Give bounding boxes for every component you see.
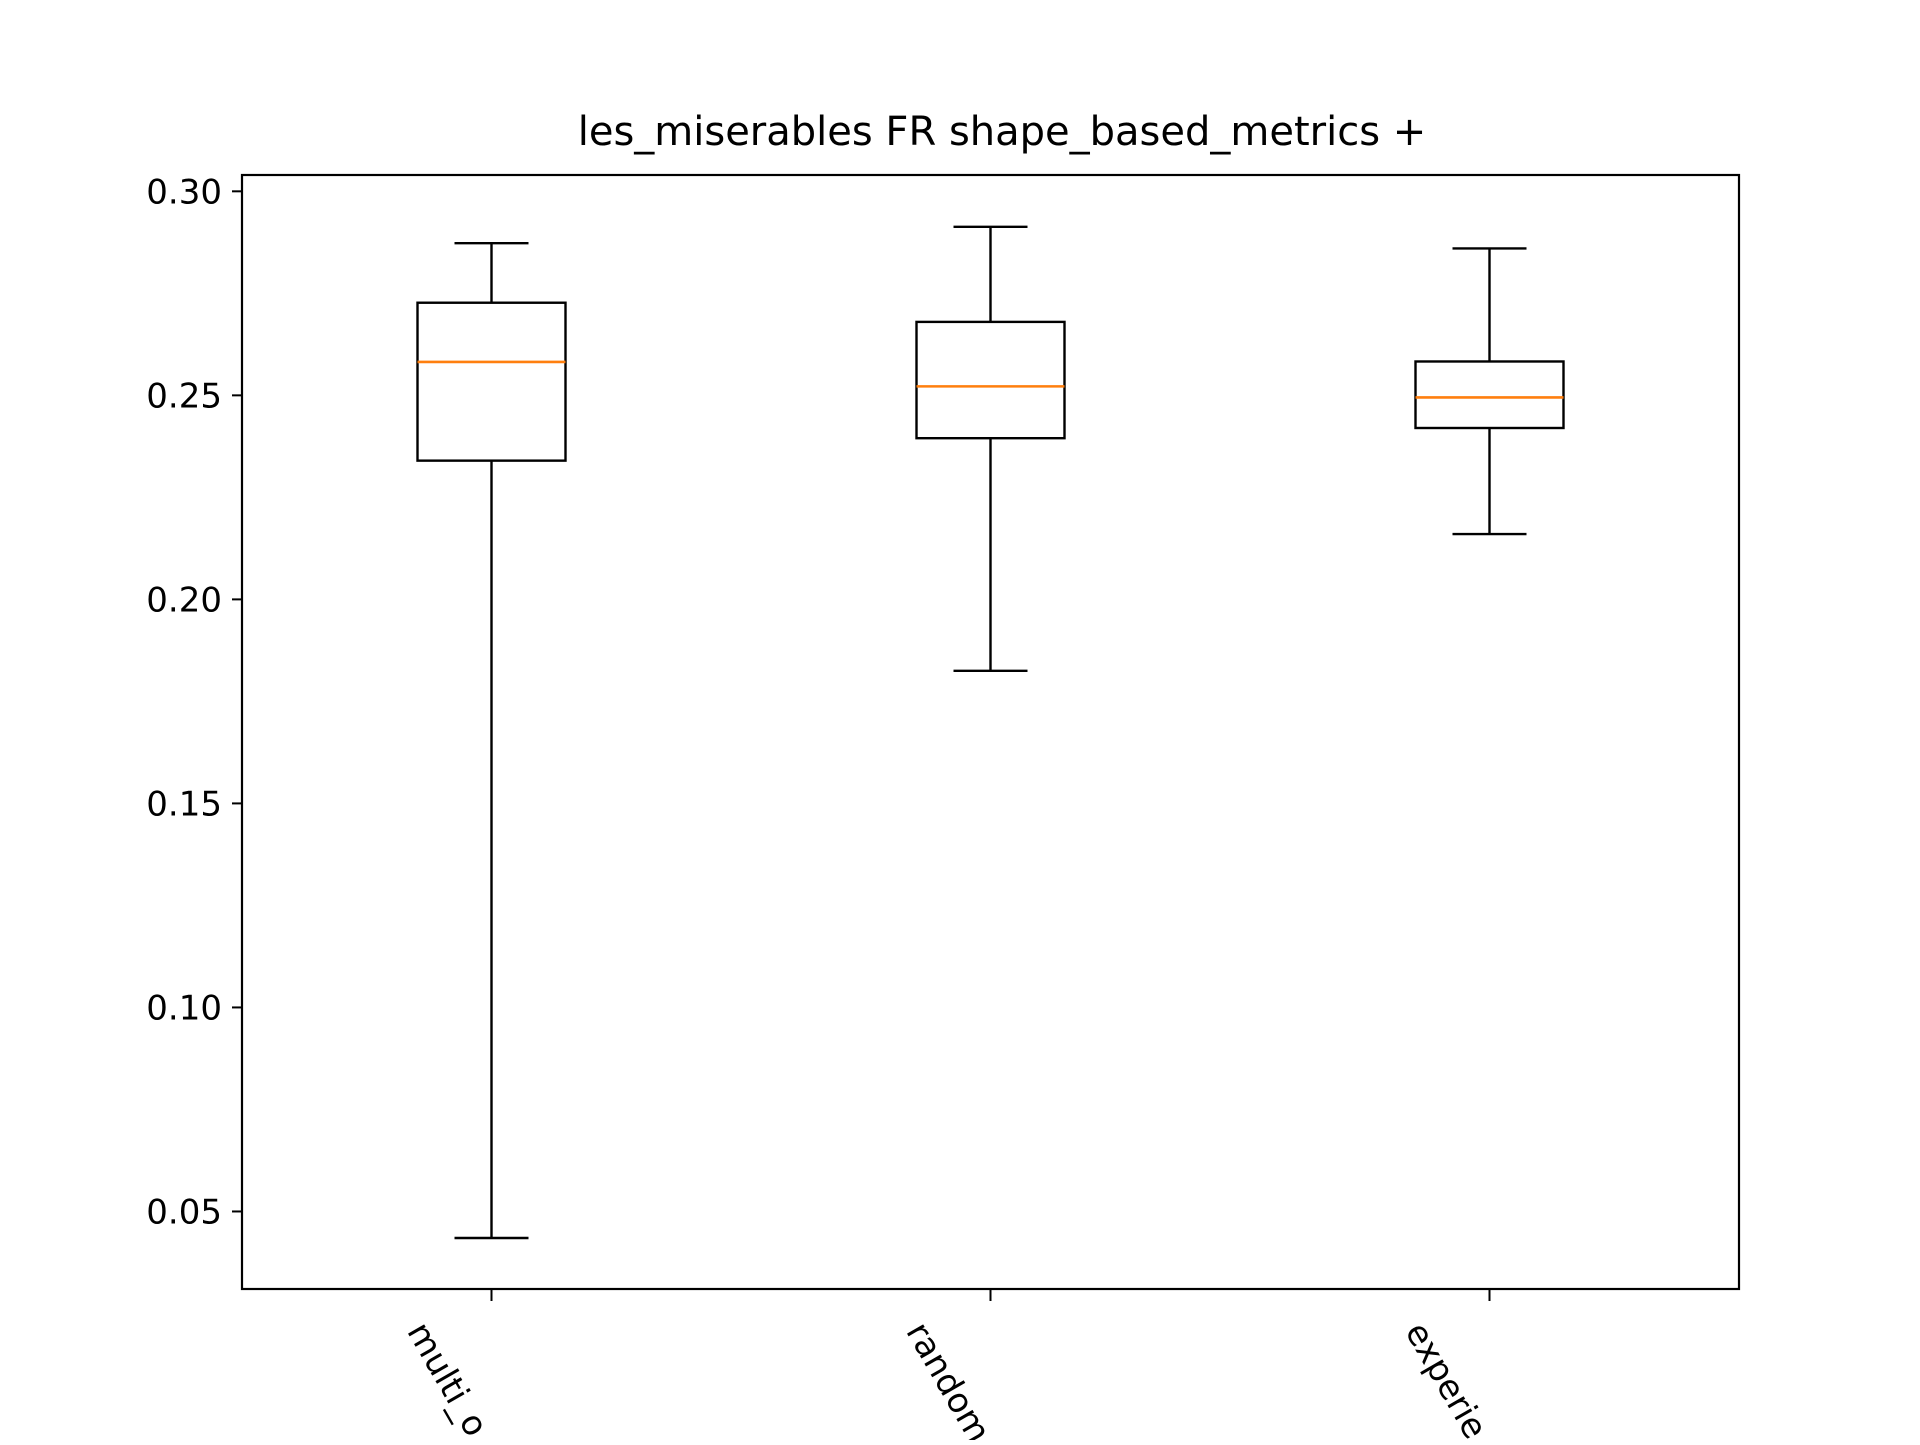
box-iqr <box>416 301 567 462</box>
axes-frame <box>240 173 1741 1291</box>
y-tick-label: 0.15 <box>146 784 222 824</box>
y-tick-label: 0.25 <box>146 376 222 416</box>
y-tick-label: 0.30 <box>146 172 222 212</box>
y-tick-label: 0.10 <box>146 988 222 1028</box>
box-iqr <box>915 320 1066 440</box>
y-tick-label: 0.20 <box>146 580 222 620</box>
box-iqr <box>1414 360 1565 430</box>
chart-title: les_miserables FR shape_based_metrics + <box>578 109 1427 155</box>
y-tick-label: 0.05 <box>146 1192 222 1232</box>
